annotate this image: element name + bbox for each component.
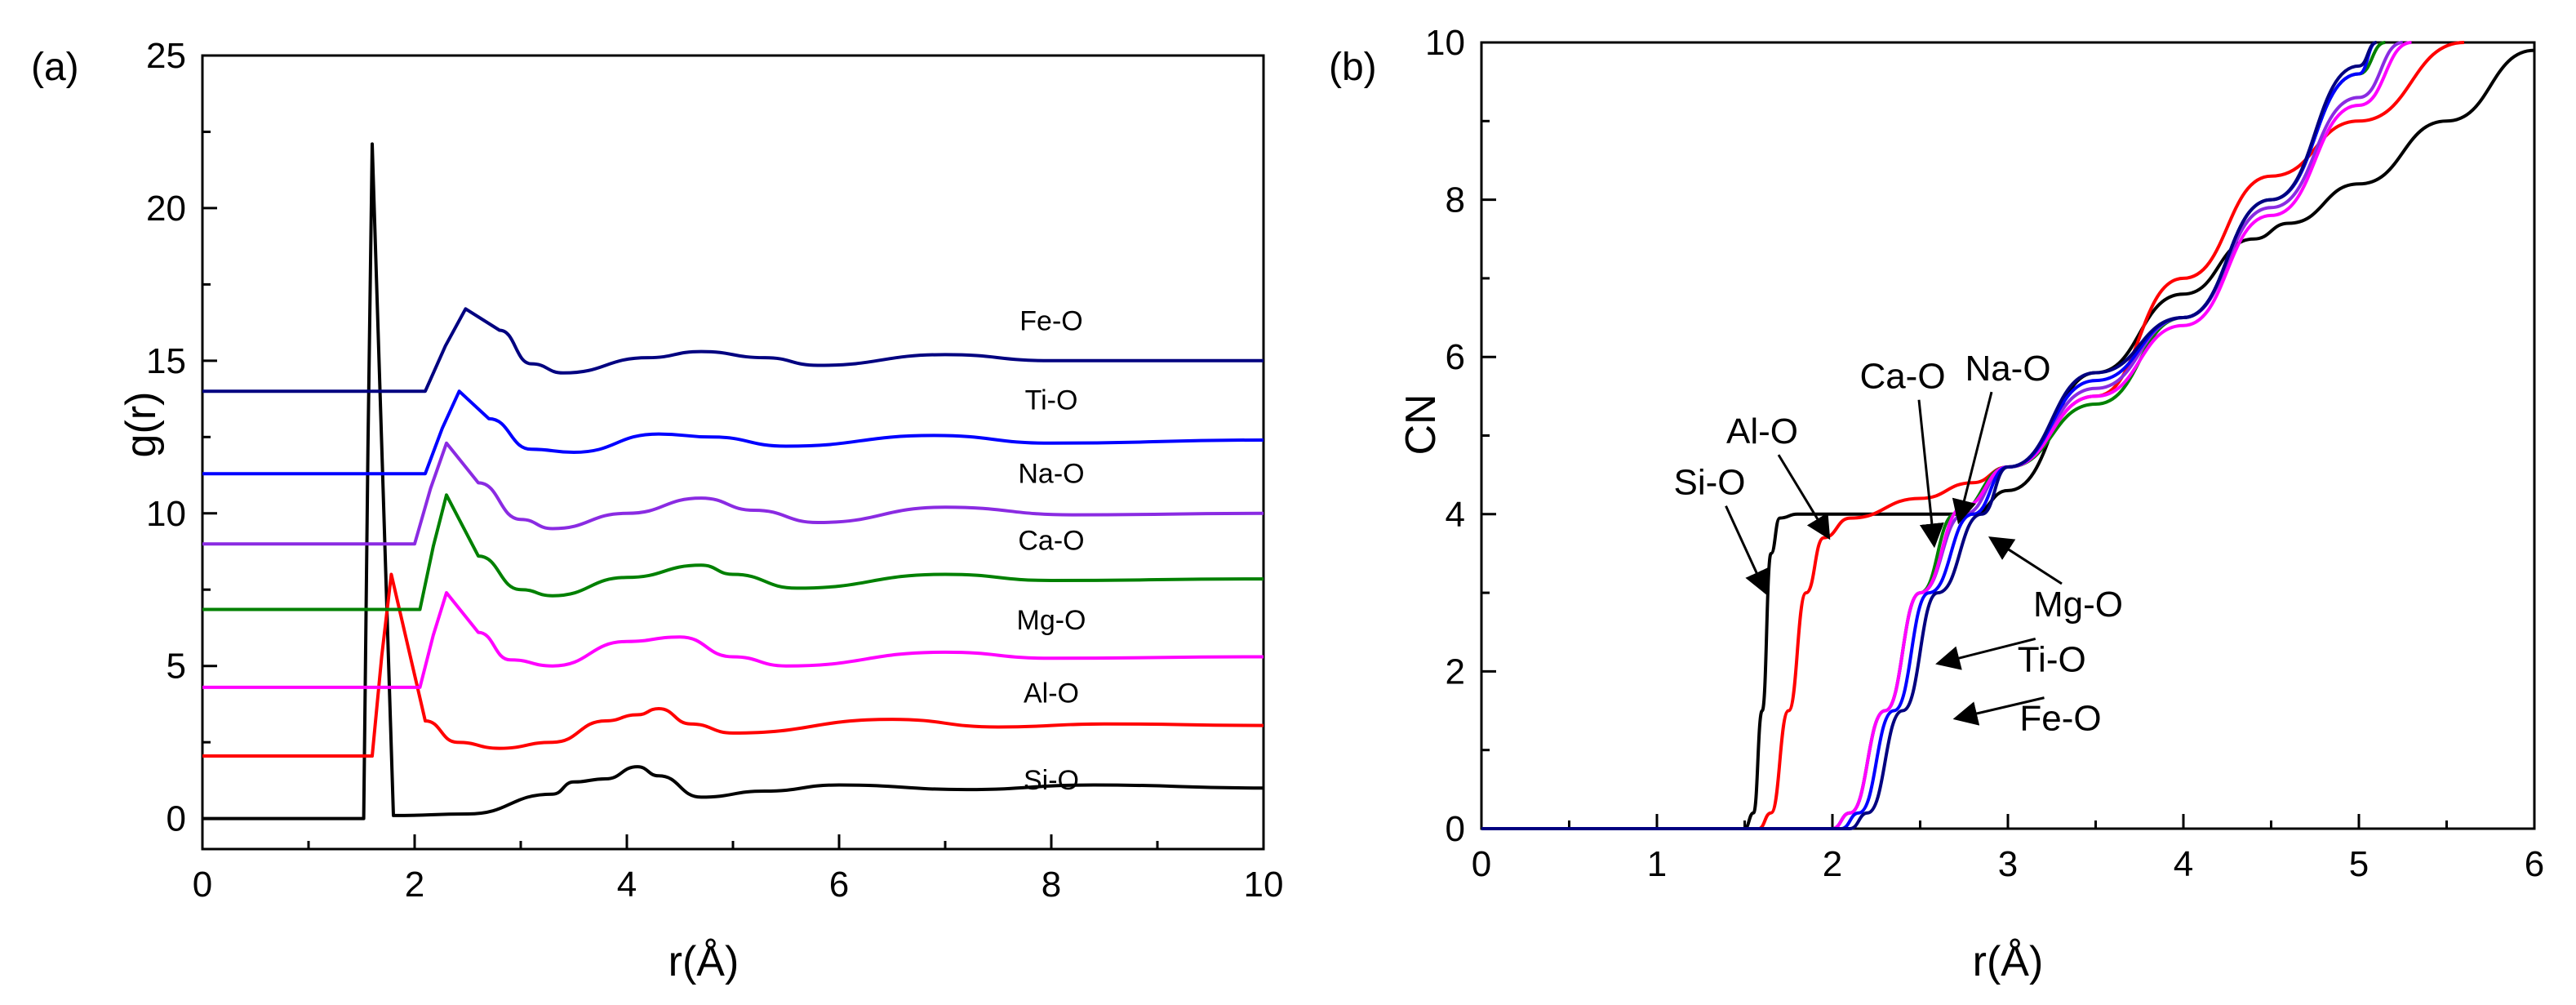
panel-b-xtick-label: 5 [2349, 844, 2369, 884]
panel-a-ytick-label: 20 [146, 189, 186, 229]
panel-a-plot: 0 2 4 6 8 10 0 5 10 15 20 25 Si-O Al-O Mg-O Ca-O Na-O Ti-… [146, 36, 1283, 905]
rdf-line-fe-o [202, 307, 1264, 394]
rdf-line-na-o [202, 441, 1264, 546]
panel-b-ytick-label: 8 [1446, 180, 1465, 220]
panel-a-xtick-label: 10 [1244, 865, 1284, 905]
rdf-line-ti-o [202, 389, 1264, 476]
cn-line-na-o [1481, 41, 2404, 831]
cn-arrow-mg-o [1988, 536, 2063, 585]
cn-label-si-o: Si-O [1674, 463, 1746, 503]
rdf-label-si-o: Si-O [1024, 765, 1079, 796]
panel-b-plot: 0 1 2 3 4 5 6 0 2 4 6 8 10 Si-O Al-O Ca-O Na-O Mg-O Ti-O Fe… [1425, 23, 2544, 884]
panel-b-ylabel: CN [1397, 394, 1445, 455]
panel-b-ytick-label: 6 [1446, 337, 1465, 377]
panel-a-xtick-label: 0 [193, 865, 212, 905]
panel-b-ytick-label: 0 [1446, 809, 1465, 849]
cn-arrow-ca-o [1917, 399, 1944, 549]
panel-b-frame [1480, 41, 2536, 830]
panel-a-label: (a) [31, 46, 79, 89]
cn-line-si-o [1481, 48, 2535, 831]
cn-line-ca-o [1481, 41, 2386, 831]
cn-label-na-o: Na-O [1965, 349, 2050, 389]
panel-a-xtick-label: 4 [617, 865, 637, 905]
panel-a-ytick-label: 0 [167, 799, 186, 839]
panel-b-ytick-label: 10 [1425, 23, 1465, 63]
panel-a-xtick-label: 2 [405, 865, 424, 905]
panel-a-xtick-label: 8 [1042, 865, 1061, 905]
panel-b-xtick-label: 0 [1472, 844, 1491, 884]
cn-arrow-na-o [1952, 391, 1993, 525]
panel-a-xlabel: r(Å) [668, 938, 739, 985]
panel-b-ytick-label: 4 [1446, 495, 1465, 535]
rdf-label-ti-o: Ti-O [1025, 385, 1078, 416]
cn-arrow-fe-o [1952, 696, 2045, 726]
panel-b-ytick-label: 2 [1446, 651, 1465, 691]
rdf-label-fe-o: Fe-O [1019, 306, 1082, 337]
rdf-label-mg-o: Mg-O [1017, 605, 1086, 636]
panel-a: (a) g(r) r(Å) 0 2 4 6 8 10 0 5 10 15 20 25 Si-O Al-O M… [31, 36, 1283, 985]
rdf-line-al-o [202, 572, 1264, 758]
panel-a-xtick-label: 6 [829, 865, 849, 905]
panel-b-label: (b) [1329, 46, 1377, 89]
cn-arrow-al-o [1777, 454, 1831, 540]
cn-line-ti-o [1481, 41, 2378, 831]
panel-b-xtick-label: 1 [1647, 844, 1667, 884]
panel-b-xtick-label: 4 [2174, 844, 2193, 884]
cn-label-fe-o: Fe-O [2019, 699, 2101, 739]
cn-label-ti-o: Ti-O [2018, 639, 2086, 679]
panel-a-ytick-label: 10 [146, 494, 186, 534]
rdf-label-al-o: Al-O [1024, 678, 1079, 709]
cn-label-al-o: Al-O [1726, 411, 1798, 451]
rdf-line-ca-o [202, 493, 1264, 611]
panel-a-frame [201, 54, 1265, 851]
cn-arrow-si-o [1725, 505, 1768, 595]
cn-line-fe-o [1481, 41, 2378, 831]
rdf-label-na-o: Na-O [1018, 458, 1084, 489]
panel-a-ytick-label: 5 [167, 647, 186, 687]
rdf-label-ca-o: Ca-O [1018, 526, 1084, 557]
rdf-line-si-o [202, 142, 1264, 820]
panel-a-ylabel: g(r) [118, 392, 165, 458]
cn-line-al-o [1481, 41, 2465, 831]
cn-line-mg-o [1481, 41, 2412, 831]
panel-b-xtick-label: 3 [1998, 844, 2018, 884]
panel-b-xtick-label: 6 [2525, 844, 2544, 884]
panel-b: (b) CN r(Å) 0 1 2 3 4 5 6 0 2 4 6 8 10 Si-O Al-O Ca-O Na… [1329, 23, 2544, 985]
panel-a-ytick-label: 25 [146, 36, 186, 76]
cn-arrow-ti-o [1935, 637, 2036, 670]
panel-a-ytick-label: 15 [146, 341, 186, 381]
cn-label-ca-o: Ca-O [1859, 357, 1945, 397]
rdf-line-mg-o [202, 591, 1264, 689]
cn-label-mg-o: Mg-O [2033, 585, 2123, 625]
panel-b-xlabel: r(Å) [1973, 938, 2044, 985]
panel-b-xtick-label: 2 [1823, 844, 1842, 884]
